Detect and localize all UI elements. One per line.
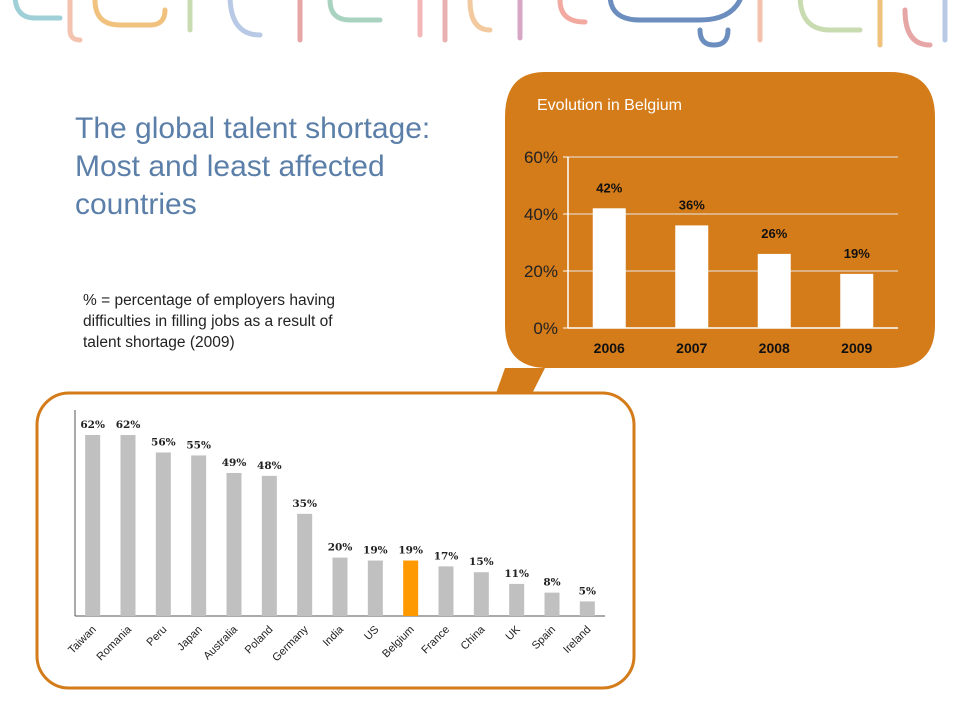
global-bar-label-uk: 11%	[504, 568, 529, 580]
callout-bubble	[410, 72, 935, 635]
belgium-bar-label-2007: 36%	[679, 197, 705, 212]
global-bar-us	[367, 560, 383, 616]
global-bar-ireland	[579, 601, 595, 616]
note-line-1: % = percentage of employers having	[83, 292, 336, 309]
belgium-chart-title: Evolution in Belgium	[537, 97, 682, 114]
belgium-category-2008: 2008	[759, 340, 790, 356]
belgium-bar-2008	[757, 253, 791, 328]
title-line-3: countries	[75, 188, 197, 221]
global-bar-label-china: 15%	[469, 556, 494, 568]
belgium-y-tick-label: 40%	[524, 205, 558, 224]
global-bar-taiwan	[85, 435, 101, 616]
global-bar-poland	[261, 475, 277, 616]
global-bar-spain	[544, 592, 560, 616]
decorative-header	[12, 0, 948, 48]
global-bar-label-romania: 62%	[116, 419, 141, 431]
note-line-2: difficulties in filling jobs as a result…	[83, 313, 333, 330]
belgium-category-2009: 2009	[841, 340, 872, 356]
global-bar-label-australia: 49%	[222, 457, 247, 469]
definition-note: % = percentage of employers having diffi…	[83, 290, 403, 353]
global-bar-peru	[155, 452, 171, 616]
belgium-y-tick-label: 60%	[524, 148, 558, 167]
global-bar-uk	[509, 583, 525, 616]
belgium-bar-2009	[840, 273, 874, 328]
belgium-category-2006: 2006	[594, 340, 625, 356]
global-bar-china	[473, 572, 489, 616]
global-bar-label-peru: 56%	[151, 437, 176, 449]
belgium-bar-2006	[592, 208, 626, 328]
global-bar-label-japan: 55%	[186, 439, 211, 451]
title-line-2: Most and least affected	[75, 150, 385, 183]
global-bar-romania	[120, 435, 136, 616]
belgium-plot: 0% 20% 40% 60% 42% 2006 36% 2007 26% 2008 19% 2009	[524, 148, 898, 356]
global-bar-japan	[191, 455, 207, 616]
global-bar-france	[438, 566, 454, 616]
slide-title: The global talent shortage: Most and lea…	[75, 110, 495, 224]
belgium-bar-label-2009: 19%	[844, 246, 870, 261]
note-line-3: talent shortage (2009)	[83, 334, 235, 351]
global-bar-label-taiwan: 62%	[80, 419, 105, 431]
belgium-y-tick-label: 20%	[524, 262, 558, 281]
global-bar-label-france: 17%	[434, 550, 459, 562]
global-bar-label-poland: 48%	[257, 460, 282, 472]
global-bar-germany	[297, 513, 313, 616]
global-bar-belgium	[403, 560, 419, 616]
global-bar-australia	[226, 472, 242, 616]
title-line-1: The global talent shortage:	[75, 112, 431, 145]
belgium-bar-2007	[675, 225, 709, 328]
global-bar-label-germany: 35%	[292, 498, 317, 510]
belgium-bar-label-2008: 26%	[761, 226, 787, 241]
belgium-y-tick-label: 0%	[533, 319, 558, 338]
belgium-category-2007: 2007	[676, 340, 707, 356]
global-bar-label-us: 19%	[363, 545, 388, 557]
global-bar-label-belgium: 19%	[398, 545, 423, 557]
global-bar-label-spain: 8%	[543, 577, 560, 589]
global-bar-label-ireland: 5%	[579, 585, 596, 597]
global-bar-label-india: 20%	[328, 542, 353, 554]
global-bar-india	[332, 557, 348, 616]
belgium-bar-label-2006: 42%	[596, 180, 622, 195]
